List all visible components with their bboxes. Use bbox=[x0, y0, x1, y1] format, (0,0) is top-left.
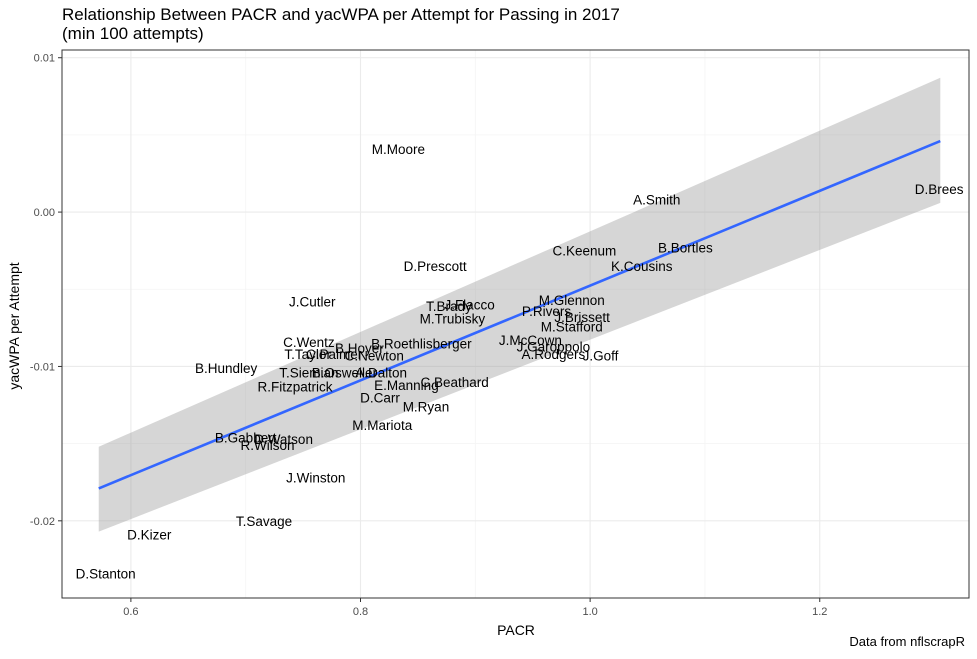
point-label: J.Winston bbox=[286, 471, 345, 486]
point-label: K.Cousins bbox=[611, 259, 673, 274]
x-axis-ticks: 0.6 0.8 1.0 1.2 bbox=[123, 598, 827, 618]
point-label: E.Manning bbox=[374, 378, 439, 393]
point-label: T.Siemian bbox=[279, 366, 338, 381]
point-label: J.Garoppolo bbox=[517, 339, 591, 354]
point-label: A.Rodgers bbox=[521, 347, 585, 362]
y-tick-label: 0.01 bbox=[34, 53, 55, 65]
point-label: B.Hundley bbox=[195, 361, 258, 376]
x-tick-label: 0.8 bbox=[353, 606, 368, 618]
fit-line bbox=[98, 139, 941, 490]
y-axis-title: yacWPA per Attempt bbox=[6, 262, 22, 389]
point-label: T.Taylor bbox=[284, 347, 331, 362]
grid-lines bbox=[62, 50, 969, 598]
chart-subtitle: (min 100 attempts) bbox=[62, 24, 204, 43]
point-label: A.Smith bbox=[633, 193, 680, 208]
point-label: R.Fitzpatrick bbox=[258, 380, 333, 395]
point-label: D.Brees bbox=[915, 182, 964, 197]
point-label: J.Cutler bbox=[289, 295, 336, 310]
point-label: J.Flacco bbox=[444, 298, 494, 313]
y-tick-label: -0.02 bbox=[30, 516, 55, 528]
point-label: C.Beathard bbox=[421, 375, 489, 390]
point-label: M.Glennon bbox=[539, 293, 605, 308]
point-label: B.Roethlisberger bbox=[371, 336, 472, 351]
point-label: M.Mariota bbox=[352, 418, 413, 433]
point-label: P.Rivers bbox=[522, 304, 572, 319]
point-label: M.Moore bbox=[372, 142, 425, 157]
point-label: A.Dalton bbox=[355, 366, 407, 381]
point-label: C.Palmer bbox=[306, 347, 363, 362]
point-label: D.Kizer bbox=[127, 528, 172, 543]
y-tick-label: -0.01 bbox=[30, 361, 55, 373]
panel-background bbox=[62, 50, 969, 598]
point-label: D.Stanton bbox=[76, 566, 136, 581]
point-label: C.Keenum bbox=[552, 244, 616, 259]
point-label: M.Trubisky bbox=[420, 312, 486, 327]
regression-line bbox=[98, 139, 941, 490]
x-tick-label: 1.0 bbox=[582, 606, 597, 618]
panel-border bbox=[61, 49, 970, 599]
y-tick-label: 0.00 bbox=[34, 207, 55, 219]
point-label: B.Gabbert bbox=[215, 430, 277, 445]
point-label: T.Brady bbox=[426, 299, 472, 314]
chart-caption: Data from nflscrapR bbox=[849, 634, 965, 649]
point-label: D.Prescott bbox=[404, 259, 467, 274]
confidence-ribbon bbox=[98, 77, 941, 532]
point-label: D.Watson bbox=[254, 432, 313, 447]
chart-title: Relationship Between PACR and yacWPA per… bbox=[62, 5, 620, 24]
point-label: J.Brissett bbox=[554, 310, 610, 325]
plot-border bbox=[61, 49, 970, 599]
point-label: B.Hoyer bbox=[335, 341, 384, 356]
plot-panel bbox=[62, 50, 969, 598]
point-label: B.Osweiler bbox=[312, 366, 378, 381]
point-labels: D.Brees A.Smith M.Moore B.Bortles C.KeenumK.… bbox=[76, 142, 964, 582]
point-label: C.Newton bbox=[345, 349, 404, 364]
point-label: B.Bortles bbox=[658, 241, 713, 256]
point-label: M.Ryan bbox=[403, 400, 450, 415]
x-axis-title: PACR bbox=[497, 622, 535, 638]
x-tick-label: 1.2 bbox=[812, 606, 827, 618]
point-label: C.Wentz bbox=[283, 335, 335, 350]
point-label: D.Carr bbox=[360, 390, 400, 405]
point-label: J.McCown bbox=[499, 333, 562, 348]
confidence-band bbox=[98, 77, 941, 532]
x-tick-label: 0.6 bbox=[123, 606, 138, 618]
point-label: J.Goff bbox=[583, 349, 619, 364]
point-label: M.Stafford bbox=[541, 319, 603, 334]
y-axis-ticks: -0.02 -0.01 0.00 0.01 bbox=[30, 53, 62, 528]
point-label: T.Savage bbox=[236, 514, 292, 529]
point-label: R.Wilson bbox=[241, 438, 295, 453]
